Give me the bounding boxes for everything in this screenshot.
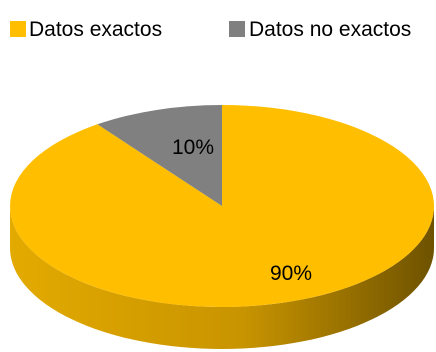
pie-top-slices [10,105,435,307]
pie-slice-datos-no-exactos [97,105,222,206]
pie-side-walls [10,206,434,349]
legend-label-datos-exactos: Datos exactos [29,18,162,41]
legend-swatch-datos-exactos [10,21,26,37]
legend-label-datos-no-exactos: Datos no exactos [249,18,411,41]
pie-side-datos-exactos [10,206,434,349]
pie-slice-datos-exactos [10,105,435,307]
legend-swatch-datos-no-exactos [229,21,245,37]
data-label-datos-exactos: 90% [270,262,312,285]
data-label-datos-no-exactos: 10% [172,136,214,159]
legend: Datos exactos Datos no exactos [10,18,411,41]
